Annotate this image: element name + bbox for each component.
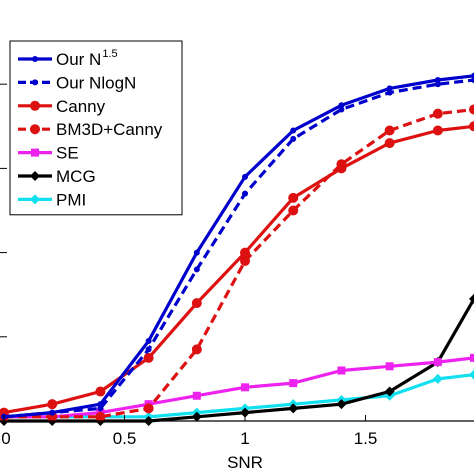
legend-marker bbox=[30, 171, 40, 181]
data-point bbox=[433, 358, 442, 367]
data-point bbox=[290, 135, 297, 142]
data-point bbox=[143, 352, 154, 363]
data-point bbox=[95, 411, 106, 422]
data-point bbox=[384, 138, 395, 149]
data-point bbox=[469, 104, 474, 115]
data-point bbox=[385, 362, 394, 371]
legend-entry: Our NlogN bbox=[18, 73, 136, 92]
axes: 0 0.5 1 1.5 SNR bbox=[0, 83, 474, 472]
data-point bbox=[384, 386, 395, 397]
legend-marker bbox=[31, 148, 39, 157]
data-point bbox=[193, 249, 200, 256]
series-our-n bbox=[1, 72, 474, 420]
x-axis-label: SNR bbox=[227, 453, 263, 472]
data-point bbox=[242, 190, 249, 197]
data-point bbox=[469, 293, 474, 304]
data-point bbox=[241, 383, 250, 392]
data-point bbox=[191, 298, 202, 309]
legend-marker bbox=[30, 124, 40, 135]
plot-area bbox=[0, 72, 474, 426]
data-point bbox=[432, 108, 443, 119]
x-tick-label: 1.5 bbox=[354, 429, 378, 448]
legend-marker bbox=[32, 79, 38, 86]
data-point bbox=[434, 76, 441, 83]
x-ticks: 0 0.5 1 1.5 bbox=[1, 415, 377, 448]
data-point bbox=[336, 399, 347, 410]
data-point bbox=[338, 102, 345, 109]
data-point bbox=[469, 369, 474, 380]
legend-entry: BM3D+Canny bbox=[18, 120, 163, 139]
legend-entry: Canny bbox=[18, 97, 106, 116]
data-point bbox=[290, 127, 297, 134]
x-tick-label: 1 bbox=[240, 429, 249, 448]
data-point bbox=[193, 266, 200, 273]
data-point bbox=[145, 346, 152, 353]
legend-marker bbox=[30, 194, 40, 205]
data-point bbox=[386, 85, 393, 92]
data-point bbox=[240, 407, 251, 418]
legend-label: MCG bbox=[56, 167, 96, 186]
data-point bbox=[97, 401, 104, 408]
legend-label: Canny bbox=[56, 97, 106, 116]
legend-label: SE bbox=[56, 144, 79, 163]
data-point bbox=[288, 192, 299, 203]
data-point bbox=[336, 163, 347, 174]
data-point bbox=[384, 125, 395, 136]
data-point bbox=[191, 344, 202, 355]
legend-marker bbox=[30, 100, 40, 111]
legend-entry: PMI bbox=[18, 190, 86, 209]
legend-label: BM3D+Canny bbox=[56, 120, 163, 139]
data-point bbox=[240, 247, 251, 258]
data-point bbox=[337, 366, 346, 375]
data-point bbox=[143, 403, 154, 414]
data-point bbox=[47, 399, 58, 410]
data-point bbox=[289, 379, 298, 388]
data-point bbox=[191, 411, 202, 422]
data-point bbox=[192, 391, 201, 400]
legend-label-superscript: 1.5 bbox=[102, 48, 117, 60]
legend-label: Our NlogN bbox=[56, 73, 136, 92]
data-point bbox=[469, 121, 474, 132]
data-point bbox=[432, 125, 443, 136]
data-point bbox=[288, 403, 299, 414]
data-point bbox=[386, 89, 393, 96]
data-point bbox=[432, 373, 443, 384]
legend-entry: MCG bbox=[18, 167, 96, 186]
data-point bbox=[145, 338, 152, 345]
series-canny bbox=[0, 121, 474, 418]
data-point bbox=[470, 353, 474, 362]
data-point bbox=[49, 409, 56, 416]
data-point bbox=[434, 81, 441, 88]
data-point bbox=[288, 205, 299, 216]
x-tick-label: 0 bbox=[1, 429, 10, 448]
legend-entry: SE bbox=[18, 144, 79, 163]
data-point bbox=[95, 386, 106, 397]
data-point bbox=[471, 72, 474, 79]
legend-label: PMI bbox=[56, 190, 86, 209]
data-point bbox=[338, 106, 345, 113]
x-tick-label: 0.5 bbox=[113, 429, 137, 448]
legend-marker bbox=[32, 56, 38, 62]
data-point bbox=[242, 173, 249, 180]
data-point bbox=[97, 405, 104, 412]
